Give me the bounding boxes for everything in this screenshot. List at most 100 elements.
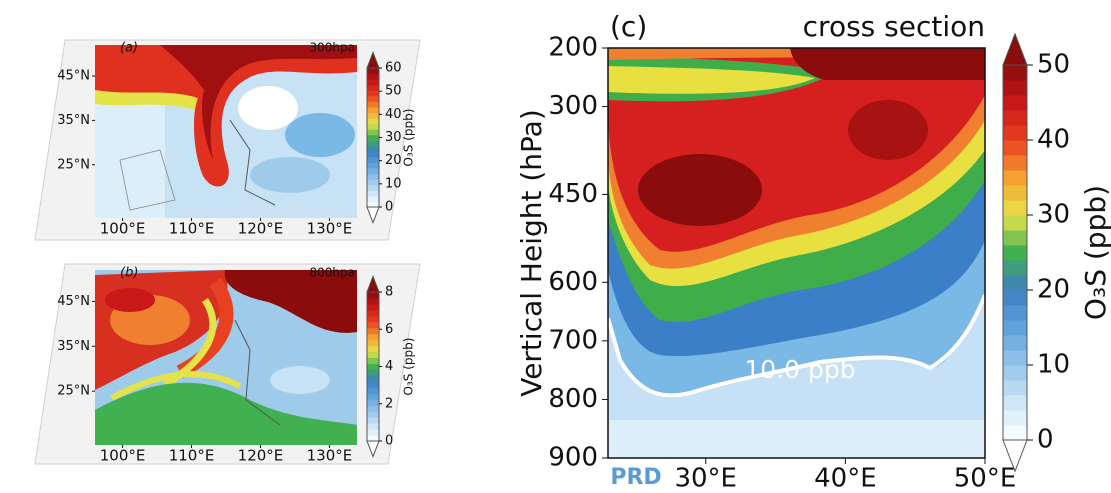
level-label: 300hpa <box>310 41 355 55</box>
panel-subtitle: cross section <box>803 10 985 43</box>
colorbar-segment <box>367 68 379 75</box>
colorbar-segment <box>367 315 379 323</box>
colorbar-segment <box>367 333 379 341</box>
colorbar-segment <box>1003 125 1027 141</box>
colorbar-segment <box>367 79 379 86</box>
colorbar-tick-label: 40 <box>1037 125 1070 155</box>
colorbar-segment <box>367 327 379 335</box>
colorbar-segment <box>1003 245 1027 261</box>
colorbar-segment <box>1003 365 1027 381</box>
colorbar-segment <box>367 73 379 80</box>
colorbar-segment <box>367 90 379 97</box>
colorbar-segment <box>1003 395 1027 411</box>
y-tick-label: 25°N <box>57 157 90 172</box>
plot-frame <box>607 47 986 459</box>
colorbar-segment <box>367 168 379 175</box>
colorbar-segment <box>367 423 379 430</box>
colorbar-tick-label: 50 <box>1037 50 1070 80</box>
colorbar-tick-label: 0 <box>385 434 393 449</box>
colorbar-segment <box>367 195 379 202</box>
colorbar-segment <box>367 156 379 164</box>
y-tick-label: 200 <box>548 33 598 63</box>
x-tick-label: 30°E <box>674 464 737 493</box>
colorbar-segment <box>1003 350 1027 366</box>
colorbar-segment <box>367 292 379 299</box>
colorbar-segment <box>367 145 379 152</box>
colorbar-segment <box>367 375 379 382</box>
y-tick-label: 600 <box>548 267 598 297</box>
colorbar-segment <box>367 345 379 353</box>
colorbar-segment <box>1003 80 1027 96</box>
colorbar-segment <box>367 405 379 412</box>
colorbar-label: O₃S (ppb) <box>1079 185 1111 320</box>
colorbar-label: O₃S (ppb) <box>402 338 416 396</box>
colorbar-segment <box>367 101 379 108</box>
colorbar-tick-label: 40 <box>385 107 402 122</box>
colorbar-segment <box>367 179 379 186</box>
y-tick-label: 300 <box>548 91 598 121</box>
colorbar-segment <box>367 134 379 141</box>
y-tick-label: 900 <box>548 443 598 473</box>
level-label: 800hpa <box>310 266 355 280</box>
colorbar-tick-label: 30 <box>385 130 402 145</box>
colorbar-segment <box>367 129 379 136</box>
x-tick-label: 120°E <box>238 447 284 465</box>
colorbar-segment <box>1003 185 1027 201</box>
panel-label: (b) <box>120 266 138 281</box>
colorbar-segment <box>367 411 379 418</box>
contour-label: 10.0 ppb <box>744 355 855 384</box>
colorbar-segment <box>1003 275 1027 291</box>
colorbar-segment <box>367 151 379 158</box>
colorbar-tick-label: 0 <box>1037 425 1054 455</box>
colorbar-tick-label: 8 <box>385 285 393 300</box>
colorbar-segment <box>367 123 379 130</box>
contour-field <box>608 48 985 458</box>
y-tick-label: 700 <box>548 325 598 355</box>
colorbar-segment <box>367 173 379 180</box>
colorbar-tick-label: 60 <box>385 61 402 76</box>
x-tick-label: 120°E <box>238 220 284 238</box>
x-tick-label: 110°E <box>169 220 215 238</box>
x-tick-label: 50°E <box>954 464 1017 493</box>
colorbar-segment <box>367 118 379 125</box>
colorbar-segment <box>1003 110 1027 126</box>
colorbar-segment <box>1003 200 1027 216</box>
colorbar-label: O₃S (ppb) <box>402 109 416 167</box>
colorbar-extend <box>1002 32 1028 66</box>
colorbar-segment <box>367 201 379 208</box>
y-tick-label: 25°N <box>57 384 90 399</box>
colorbar-segment <box>367 95 379 102</box>
colorbar-segment <box>367 106 379 113</box>
colorbar-segment <box>367 357 379 365</box>
x-tick-label: 110°E <box>169 447 215 465</box>
colorbar-segment <box>1003 305 1027 321</box>
colorbar-frame <box>1002 64 1028 441</box>
colorbar-segment <box>1003 410 1027 426</box>
colorbar-segment <box>367 387 379 394</box>
contour-field <box>95 270 357 445</box>
x-tick-label: 100°E <box>100 447 146 465</box>
colorbar-segment <box>367 140 379 147</box>
colorbar-segment <box>367 369 379 376</box>
x-tick-label: 130°E <box>307 447 353 465</box>
y-tick-label: 45°N <box>57 294 90 309</box>
y-tick-label: 35°N <box>57 113 90 128</box>
colorbar-tick-label: 30 <box>1037 200 1070 230</box>
colorbar-segment <box>1003 380 1027 396</box>
colorbar-tick-label: 10 <box>1037 350 1070 380</box>
colorbar-tick-label: 20 <box>1037 275 1070 305</box>
colorbar-segment <box>1003 65 1027 81</box>
colorbar-tick-label: 10 <box>385 176 402 191</box>
contour-field <box>95 45 357 218</box>
colorbar-segment <box>367 399 379 406</box>
colorbar-segment <box>1003 290 1027 306</box>
colorbar-segment <box>367 435 379 442</box>
colorbar-segment <box>367 417 379 424</box>
colorbar-segment <box>1003 260 1027 276</box>
y-tick-label: 35°N <box>57 339 90 354</box>
y-axis-label: Vertical Height (hPa) <box>515 109 548 397</box>
colorbar-segment <box>1003 230 1027 246</box>
y-tick-label: 800 <box>548 384 598 414</box>
